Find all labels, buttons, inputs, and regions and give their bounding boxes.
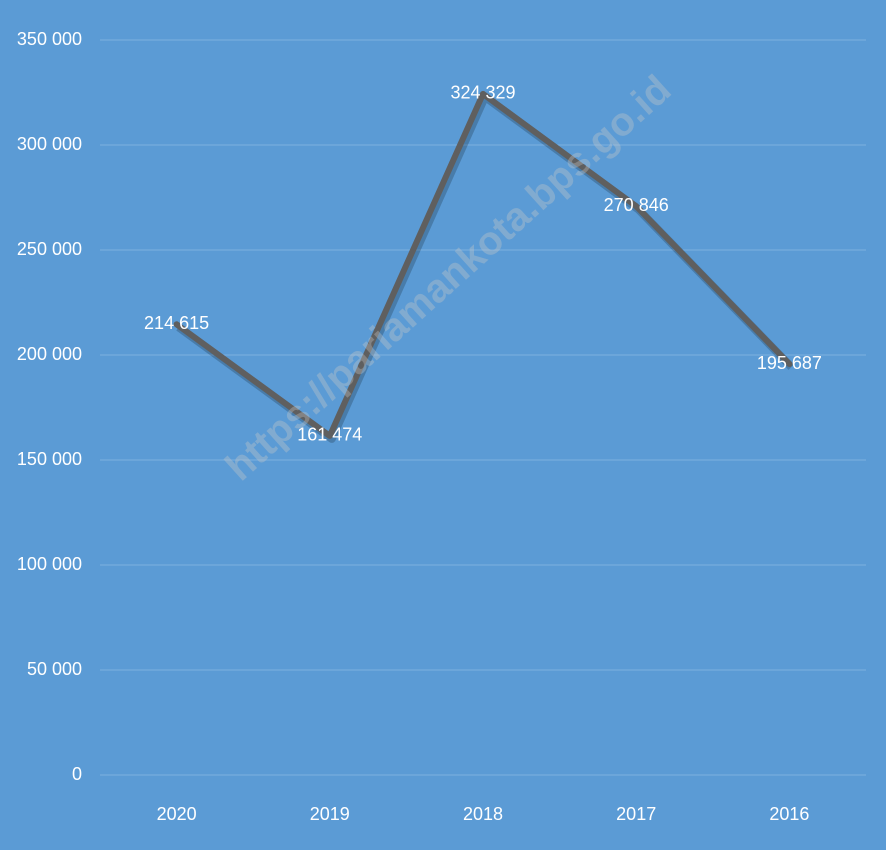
data-label: 270 846	[604, 195, 669, 215]
line	[173, 90, 793, 439]
y-tick-label: 350 000	[17, 29, 82, 49]
data-label: 195 687	[757, 353, 822, 373]
data-label: 161 474	[297, 425, 362, 445]
x-tick-label: 2017	[616, 804, 656, 824]
data-label: 214 615	[144, 313, 209, 333]
y-tick-label: 0	[72, 764, 82, 784]
y-tick-label: 100 000	[17, 554, 82, 574]
data-label: 324 329	[450, 83, 515, 103]
y-tick-label: 150 000	[17, 449, 82, 469]
y-tick-label: 300 000	[17, 134, 82, 154]
y-tick-label: 50 000	[27, 659, 82, 679]
x-tick-label: 2020	[157, 804, 197, 824]
x-tick-label: 2018	[463, 804, 503, 824]
y-tick-label: 250 000	[17, 239, 82, 259]
x-tick-label: 2016	[769, 804, 809, 824]
y-tick-label: 200 000	[17, 344, 82, 364]
x-tick-label: 2019	[310, 804, 350, 824]
